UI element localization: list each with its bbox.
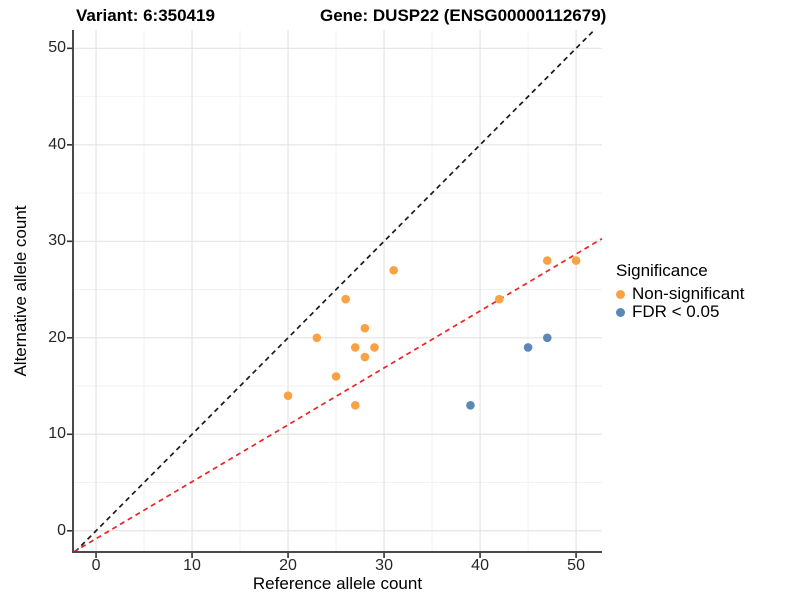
data-point-non-significant: [350, 401, 360, 410]
identity-line: [74, 29, 595, 553]
data-point-non-significant: [312, 333, 322, 343]
legend-label-fdr: FDR < 0.05: [632, 302, 720, 321]
y-tick-label: 50: [48, 39, 66, 57]
x-tick-label: 0: [91, 557, 101, 574]
fit-line: [73, 237, 603, 553]
y-tick-label: 40: [48, 135, 66, 153]
data-point-non-significant: [542, 256, 552, 265]
legend-title: Significance: [616, 261, 708, 280]
y-tick-label: 10: [48, 425, 66, 443]
data-point-fdr-0-05: [542, 333, 552, 343]
legend: Significance Non-significant FDR < 0.05: [616, 261, 744, 321]
data-point-fdr-0-05: [466, 401, 475, 410]
legend-item-non-significant: Non-significant: [616, 284, 745, 303]
y-tick-label: 0: [57, 521, 66, 539]
data-point-non-significant: [571, 256, 581, 265]
data-point-non-significant: [331, 372, 341, 381]
x-tick-label: 20: [279, 557, 297, 574]
y-tick-label: 30: [48, 232, 66, 250]
fdr-dot-icon: [616, 307, 625, 317]
y-axis-title: Alternative allele count: [11, 205, 30, 377]
legend-item-fdr: FDR < 0.05: [616, 302, 744, 321]
plot-title-variant: Variant: 6:350419: [76, 6, 215, 25]
data-point-fdr-0-05: [523, 343, 533, 352]
plot-title-gene: Gene: DUSP22 (ENSG00000112679): [320, 6, 607, 25]
legend-label-non-significant: Non-significant: [632, 284, 745, 303]
data-point-non-significant: [360, 352, 370, 362]
data-point-non-significant: [350, 343, 360, 352]
x-axis-title: Reference allele count: [252, 574, 423, 593]
data-point-non-significant: [389, 265, 398, 275]
x-tick-label: 50: [567, 557, 585, 574]
data-point-non-significant: [370, 343, 379, 352]
data-point-non-significant: [360, 323, 370, 333]
non-significant-dot-icon: [616, 289, 625, 299]
y-tick-label: 20: [48, 328, 66, 346]
x-tick-label: 10: [183, 557, 201, 574]
data-point-non-significant: [494, 294, 504, 304]
data-point-non-significant: [283, 391, 293, 400]
x-tick-label: 40: [471, 557, 489, 574]
data-point-non-significant: [341, 294, 350, 304]
x-tick-label: 30: [375, 557, 393, 574]
